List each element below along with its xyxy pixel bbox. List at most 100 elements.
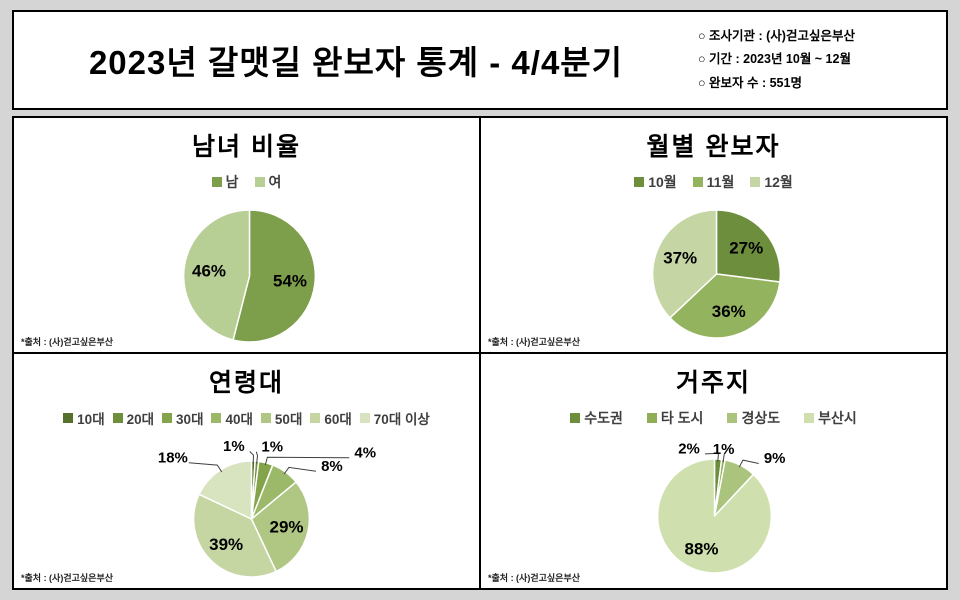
label-leader-line: [738, 459, 759, 468]
legend-label: 부산시: [818, 410, 857, 426]
legend-swatch-icon: [727, 413, 738, 423]
legend-swatch-icon: [112, 413, 123, 423]
legend-label: 40대: [225, 412, 253, 427]
legend-label: 남: [225, 174, 239, 190]
legend-label: 11월: [706, 174, 735, 190]
gender-pie-chart: 54% 46%: [182, 209, 317, 343]
pie-data-label: 18%: [158, 449, 188, 466]
chart-title: 남녀 비율: [192, 133, 301, 161]
legend-swatch-icon: [646, 413, 657, 423]
info-line-count: ○ 완보자 수 : 551명: [698, 75, 802, 90]
legend-label: 경상도: [741, 410, 781, 426]
legend-swatch-icon: [211, 177, 222, 187]
legend-label: 타 도시: [660, 410, 704, 426]
legend-item: 40대: [211, 408, 253, 428]
legend-item: 50대: [260, 408, 303, 428]
source-footnote: *출처 : (사)걷고싶은부산: [488, 573, 581, 583]
legend-item: 10월: [634, 172, 677, 192]
pie-data-label: 1%: [261, 438, 283, 455]
legend-item: 10대: [63, 408, 105, 428]
pie-data-label: 8%: [321, 458, 343, 475]
legend-item: 경상도: [727, 408, 780, 428]
legend-label: 50대: [274, 412, 303, 427]
monthly-pie-chart: 27% 36% 37%: [651, 209, 782, 339]
legend-label: 10월: [648, 174, 677, 190]
legend-label: 30대: [176, 412, 204, 427]
pie-slice: [715, 209, 782, 283]
pie-data-label: 4%: [354, 444, 376, 461]
label-leader-line: [188, 462, 223, 473]
label-leader-line: [283, 466, 317, 475]
source-footnote: *출처 : (사)걷고싶은부산: [488, 337, 581, 347]
pie-slice: [651, 209, 718, 319]
pie-data-label: 1%: [713, 441, 735, 458]
pie-slice: [656, 458, 773, 574]
pie-data-label: 39%: [209, 535, 243, 554]
info-line-period: ○ 기간 : 2023년 10월 ~ 12월: [698, 52, 851, 67]
legend-swatch-icon: [804, 413, 815, 423]
chart-legend: 10대 20대 30대 40대 50대 60대 70대 이상: [14, 408, 479, 428]
label-leader-line: [704, 452, 719, 462]
pie-data-label: 36%: [712, 302, 746, 321]
legend-swatch-icon: [260, 413, 271, 423]
legend-item: 여: [254, 172, 282, 192]
legend-label: 20대: [126, 412, 155, 427]
chart-legend: 10월 11월 12월: [481, 172, 946, 192]
age-pie-chart: 1% 1% 4% 8% 29% 39% 18%: [158, 438, 376, 578]
source-footnote: *출처 : (사)걷고싶은부산: [21, 573, 114, 583]
header: 2023년 갈맷길 완보자 통계 - 4/4분기 ○ 조사기관 : (사)걷고싶…: [12, 10, 948, 110]
pie-data-label: 9%: [764, 450, 786, 467]
legend-swatch-icon: [310, 413, 321, 423]
panel-monthly-completers: 27% 36% 37% 월별 완보자 10월 11월 12월 *출처 : (사)걷고싶은…: [480, 117, 947, 353]
label-leader-line: [722, 454, 725, 463]
panel-residence: 2% 1% 9% 88% 거주지 수도권 타 도시 경상도 부산시 *출처 : (사)걷고싶…: [480, 353, 947, 589]
legend-swatch-icon: [634, 177, 645, 187]
label-leader-line: [249, 451, 254, 464]
pie-data-label: 27%: [729, 238, 763, 257]
pie-slice: [669, 273, 781, 339]
legend-item: 12월: [750, 172, 793, 192]
legend-item: 20대: [112, 408, 155, 428]
pie-slice: [192, 493, 277, 578]
legend-swatch-icon: [211, 413, 222, 423]
legend-label: 12월: [764, 174, 793, 190]
legend-item: 부산시: [804, 408, 857, 428]
legend-swatch-icon: [692, 177, 703, 187]
legend-item: 60대: [310, 408, 352, 428]
legend-item: 11월: [692, 172, 735, 192]
legend-item: 30대: [162, 408, 203, 428]
pie-slice: [182, 209, 251, 341]
chart-title: 거주지: [675, 369, 751, 397]
legend-label: 여: [268, 174, 282, 190]
pie-data-label: 37%: [663, 249, 697, 268]
panel-age-groups: 1% 1% 4% 8% 29% 39% 18% 연령대 10대 20대 30대 40대 50대 60대…: [13, 353, 480, 589]
residence-pie-chart: 2% 1% 9% 88%: [656, 440, 786, 574]
legend-item: 타 도시: [646, 408, 704, 428]
legend-item: 수도권: [570, 408, 623, 428]
info-line-agency: ○ 조사기관 : (사)걷고싶은부산: [698, 29, 855, 44]
pie-data-label: 88%: [685, 539, 719, 558]
legend-swatch-icon: [63, 413, 74, 423]
pie-data-label: 54%: [273, 272, 307, 291]
survey-info: ○ 조사기관 : (사)걷고싶은부산 ○ 기간 : 2023년 10월 ~ 12…: [698, 25, 946, 94]
legend-swatch-icon: [359, 413, 370, 423]
legend-swatch-icon: [570, 413, 581, 423]
label-leader-line: [264, 456, 350, 466]
legend-item: 남: [211, 172, 239, 192]
pie-slice: [232, 209, 317, 343]
chart-legend: 수도권 타 도시 경상도 부산시: [481, 408, 946, 428]
chart-title: 연령대: [208, 369, 284, 397]
legend-label: 수도권: [584, 410, 623, 426]
pie-data-label: 29%: [270, 517, 304, 536]
legend-swatch-icon: [254, 177, 265, 187]
source-footnote: *출처 : (사)걷고싶은부산: [21, 337, 114, 347]
chart-title: 월별 완보자: [646, 133, 781, 161]
pie-data-label: 46%: [192, 261, 226, 280]
label-leader-line: [255, 451, 258, 464]
legend-label: 70대 이상: [373, 412, 430, 427]
pie-data-label: 1%: [223, 438, 245, 455]
